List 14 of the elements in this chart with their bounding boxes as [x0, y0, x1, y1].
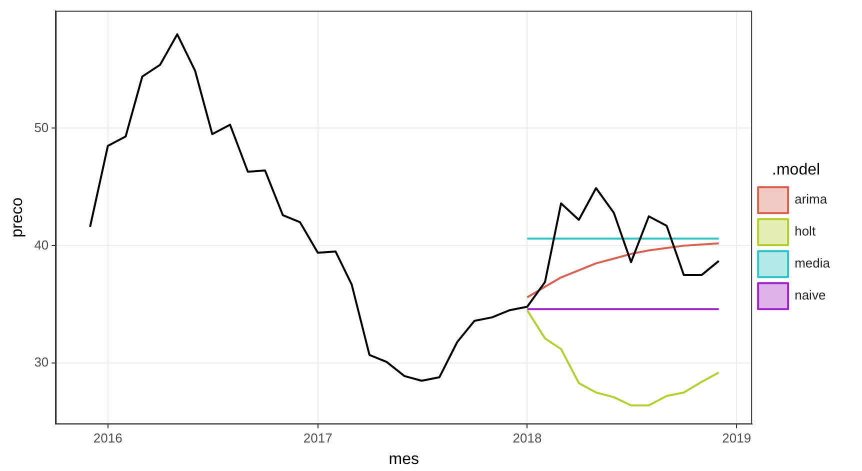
x-tick-label: 2018	[512, 430, 542, 446]
y-tick-label: 50	[34, 120, 49, 135]
x-tick-label: 2017	[303, 430, 332, 446]
legend-label: naive	[794, 288, 826, 303]
legend-label: arima	[794, 192, 828, 207]
y-tick-label: 30	[34, 354, 49, 370]
legend-label: holt	[794, 224, 816, 239]
y-tick-label: 40	[34, 237, 49, 252]
x-tick-label: 2016	[93, 430, 122, 446]
legend-title: .model	[772, 161, 820, 178]
legend-label: media	[794, 256, 831, 271]
y-axis-title: preco	[9, 197, 26, 238]
x-axis-title: mes	[388, 450, 419, 468]
x-tick-label: 2019	[722, 430, 752, 446]
